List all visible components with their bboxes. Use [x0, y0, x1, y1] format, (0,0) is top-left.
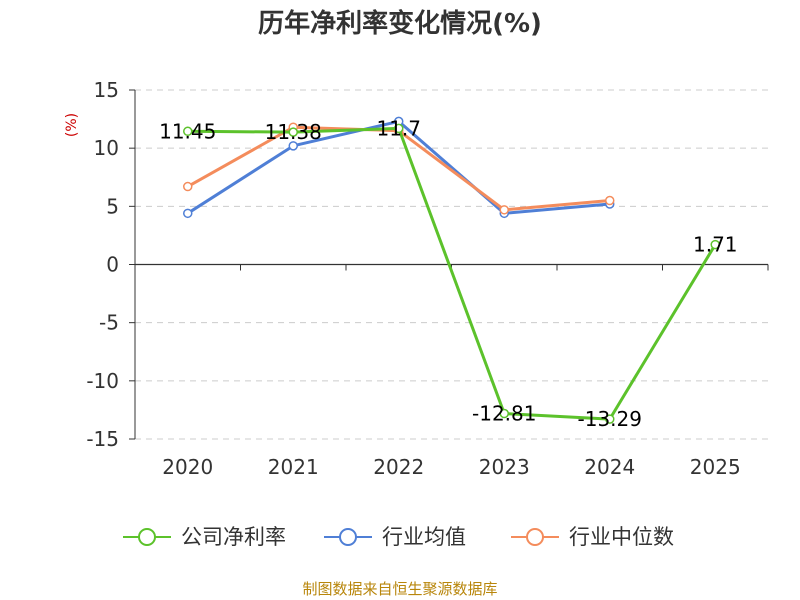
y-tick-label: 5	[106, 194, 119, 218]
axes: 15 10 5 0 -5 -10 -15 2020 2021 2022 2023 2024 2025	[86, 78, 769, 479]
data-point[interactable]	[605, 195, 615, 206]
data-point[interactable]	[288, 141, 298, 151]
data-point[interactable]	[394, 123, 404, 134]
data-label: 1.71	[693, 233, 738, 257]
data-point[interactable]	[183, 181, 193, 192]
legend-marker	[339, 528, 357, 546]
data-labels: 11.45 11.38 11.7 -12.81 -13.29 1.71	[159, 116, 737, 431]
data-point[interactable]	[288, 127, 298, 137]
x-tick-label: 2025	[690, 455, 741, 479]
x-tick-label: 2021	[268, 455, 319, 479]
y-tick-label: 10	[94, 136, 119, 160]
legend-label: 公司净利率	[181, 525, 286, 549]
x-tick-label: 2020	[162, 455, 213, 479]
data-label: -12.81	[472, 402, 536, 426]
legend-label: 行业均值	[382, 525, 466, 549]
y-tick-label: 15	[94, 78, 119, 102]
series-layer	[183, 116, 720, 424]
data-label: 11.38	[265, 120, 322, 144]
x-tick-label: 2024	[584, 455, 635, 479]
data-point[interactable]	[183, 126, 193, 137]
y-tick-label: -15	[86, 427, 119, 451]
x-tick-label: 2023	[479, 455, 530, 479]
legend-item[interactable]: 公司净利率	[123, 525, 286, 549]
data-point[interactable]	[605, 414, 615, 424]
data-label: -13.29	[578, 407, 642, 431]
y-tick-label: -10	[86, 369, 119, 393]
source-note: 制图数据来自恒生聚源数据库	[302, 580, 497, 598]
legend-marker	[526, 528, 544, 546]
y-axis-label: (%)	[64, 113, 80, 137]
legend-item[interactable]: 行业中位数	[511, 525, 674, 549]
legend-marker	[138, 528, 156, 546]
y-tick-label: -5	[99, 311, 119, 335]
data-point[interactable]	[499, 408, 509, 419]
data-label: 11.45	[159, 119, 216, 143]
data-point[interactable]	[183, 208, 193, 219]
legend-item[interactable]: 行业均值	[324, 525, 466, 549]
data-point[interactable]	[710, 239, 720, 250]
series-line	[187, 126, 717, 421]
legend-label: 行业中位数	[569, 525, 674, 549]
legend[interactable]: 公司净利率 行业均值 行业中位数	[123, 525, 674, 549]
data-point[interactable]	[499, 205, 509, 215]
y-tick-label: 0	[106, 253, 119, 277]
data-label: 11.7	[376, 116, 421, 140]
x-tick-label: 2022	[373, 455, 424, 479]
chart-title: 历年净利率变化情况(%)	[258, 8, 542, 39]
